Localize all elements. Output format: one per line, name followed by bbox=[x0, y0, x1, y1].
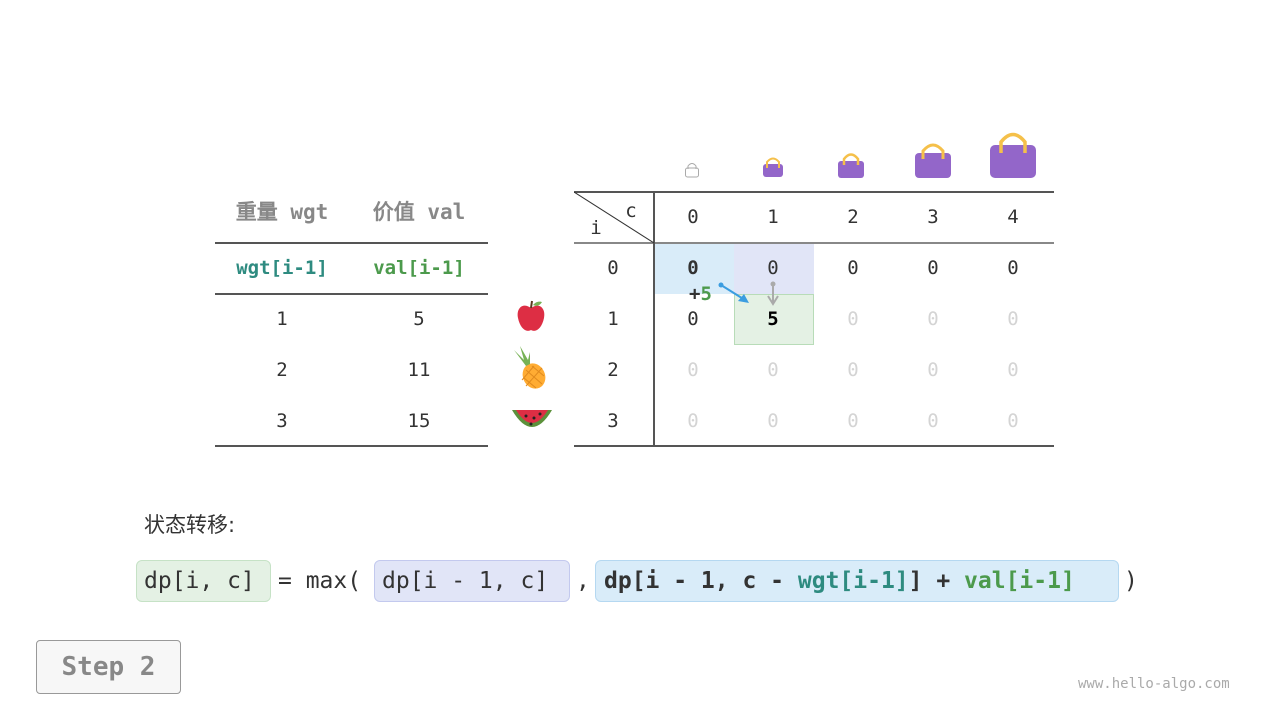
dp-cell: 0 bbox=[767, 359, 779, 381]
corner-diagonal bbox=[574, 192, 654, 243]
formula-lhs: dp[i, c] bbox=[144, 568, 255, 594]
dp-cell: 5 bbox=[767, 308, 779, 330]
dp-cell: 0 bbox=[767, 257, 779, 279]
opt2-val: val[i-1] bbox=[964, 568, 1075, 594]
dp-cell: 0 bbox=[847, 308, 859, 330]
wgt-cell: 2 bbox=[276, 359, 288, 381]
opt2-box bbox=[595, 560, 1119, 602]
apple-icon bbox=[517, 300, 545, 331]
dp-cell: 0 bbox=[687, 359, 699, 381]
dp-cell: 0 bbox=[1007, 257, 1019, 279]
divider bbox=[215, 293, 488, 295]
row-header: 1 bbox=[607, 308, 619, 330]
bag-icon-4 bbox=[990, 132, 1036, 178]
corner-i: i bbox=[590, 217, 602, 239]
opt2-wgt: wgt[i-1] bbox=[797, 568, 909, 594]
val-cell: 11 bbox=[407, 359, 431, 381]
divider bbox=[215, 242, 488, 244]
value-added-annotation: +5 bbox=[689, 283, 712, 305]
dp-cell: 0 bbox=[1007, 410, 1019, 432]
opt2-part: ] + bbox=[908, 568, 965, 594]
pineapple-icon bbox=[514, 346, 546, 389]
dp-cell: 0 bbox=[927, 359, 939, 381]
row-header: 2 bbox=[607, 359, 619, 381]
dp-cell: 0 bbox=[847, 359, 859, 381]
corner-c: c bbox=[625, 200, 637, 222]
step-button[interactable]: Step 2 bbox=[36, 640, 181, 694]
bag-icon-3 bbox=[915, 143, 951, 178]
wgt-cell: 3 bbox=[276, 410, 288, 432]
lhs-box bbox=[136, 560, 271, 602]
bag-icon-1 bbox=[763, 157, 783, 177]
watermark: www.hello-algo.com bbox=[1078, 676, 1230, 692]
plus-sign: + bbox=[689, 283, 701, 305]
dp-cell: 0 bbox=[1007, 308, 1019, 330]
formula-eq: = max( bbox=[278, 568, 362, 594]
dp-cell: 0 bbox=[687, 410, 699, 432]
watermelon-icon bbox=[512, 410, 552, 427]
subheader-val: val[i-1] bbox=[373, 257, 465, 279]
bag-icon-2 bbox=[838, 153, 864, 178]
formula-opt2: dp[i - 1, c - wgt[i-1]] + val[i-1] bbox=[604, 568, 1075, 594]
divider bbox=[215, 445, 488, 447]
opt2-part: dp[i - 1, c - bbox=[604, 568, 798, 594]
dp-cell: 0 bbox=[927, 308, 939, 330]
header-val: 价值 val bbox=[372, 200, 466, 224]
col-header: 4 bbox=[1007, 206, 1019, 228]
wgt-cell: 1 bbox=[276, 308, 288, 330]
opt1-box bbox=[374, 560, 570, 602]
divider bbox=[574, 242, 1054, 244]
divider bbox=[574, 445, 1054, 447]
formula-opt1: dp[i - 1, c] bbox=[382, 568, 549, 594]
dp-cell: 0 bbox=[847, 257, 859, 279]
bag-icon-0 bbox=[685, 163, 699, 178]
subheader-wgt: wgt[i-1] bbox=[236, 257, 328, 279]
val-cell: 5 bbox=[413, 308, 425, 330]
formula-close: ) bbox=[1124, 568, 1138, 594]
dp-cell: 0 bbox=[927, 257, 939, 279]
col-header: 0 bbox=[687, 206, 699, 228]
dp-cell: 0 bbox=[1007, 359, 1019, 381]
transition-label: 状态转移: bbox=[144, 513, 236, 537]
header-wgt: 重量 wgt bbox=[235, 200, 329, 224]
transition-arrows bbox=[718, 281, 779, 306]
dp-cell: 0 bbox=[687, 257, 699, 279]
dp-cell: 0 bbox=[767, 410, 779, 432]
col-header: 3 bbox=[927, 206, 939, 228]
row-header: 3 bbox=[607, 410, 619, 432]
dp-cell: 0 bbox=[927, 410, 939, 432]
divider bbox=[653, 192, 655, 446]
col-header: 1 bbox=[767, 206, 779, 228]
dp-cell: 0 bbox=[687, 308, 699, 330]
row-header: 0 bbox=[607, 257, 619, 279]
col-header: 2 bbox=[847, 206, 859, 228]
added-value: 5 bbox=[700, 283, 712, 305]
formula-comma: , bbox=[576, 568, 590, 594]
dp-cell: 0 bbox=[847, 410, 859, 432]
divider bbox=[574, 191, 1054, 193]
val-cell: 15 bbox=[407, 410, 431, 432]
